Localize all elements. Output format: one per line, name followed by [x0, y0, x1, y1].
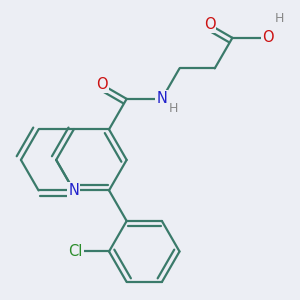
Text: H: H [274, 11, 284, 25]
Text: H: H [169, 102, 178, 116]
Text: O: O [262, 30, 273, 45]
Text: O: O [204, 17, 215, 32]
Text: Cl: Cl [68, 244, 83, 259]
Text: N: N [68, 183, 79, 198]
Text: N: N [157, 92, 167, 106]
Text: O: O [96, 77, 108, 92]
